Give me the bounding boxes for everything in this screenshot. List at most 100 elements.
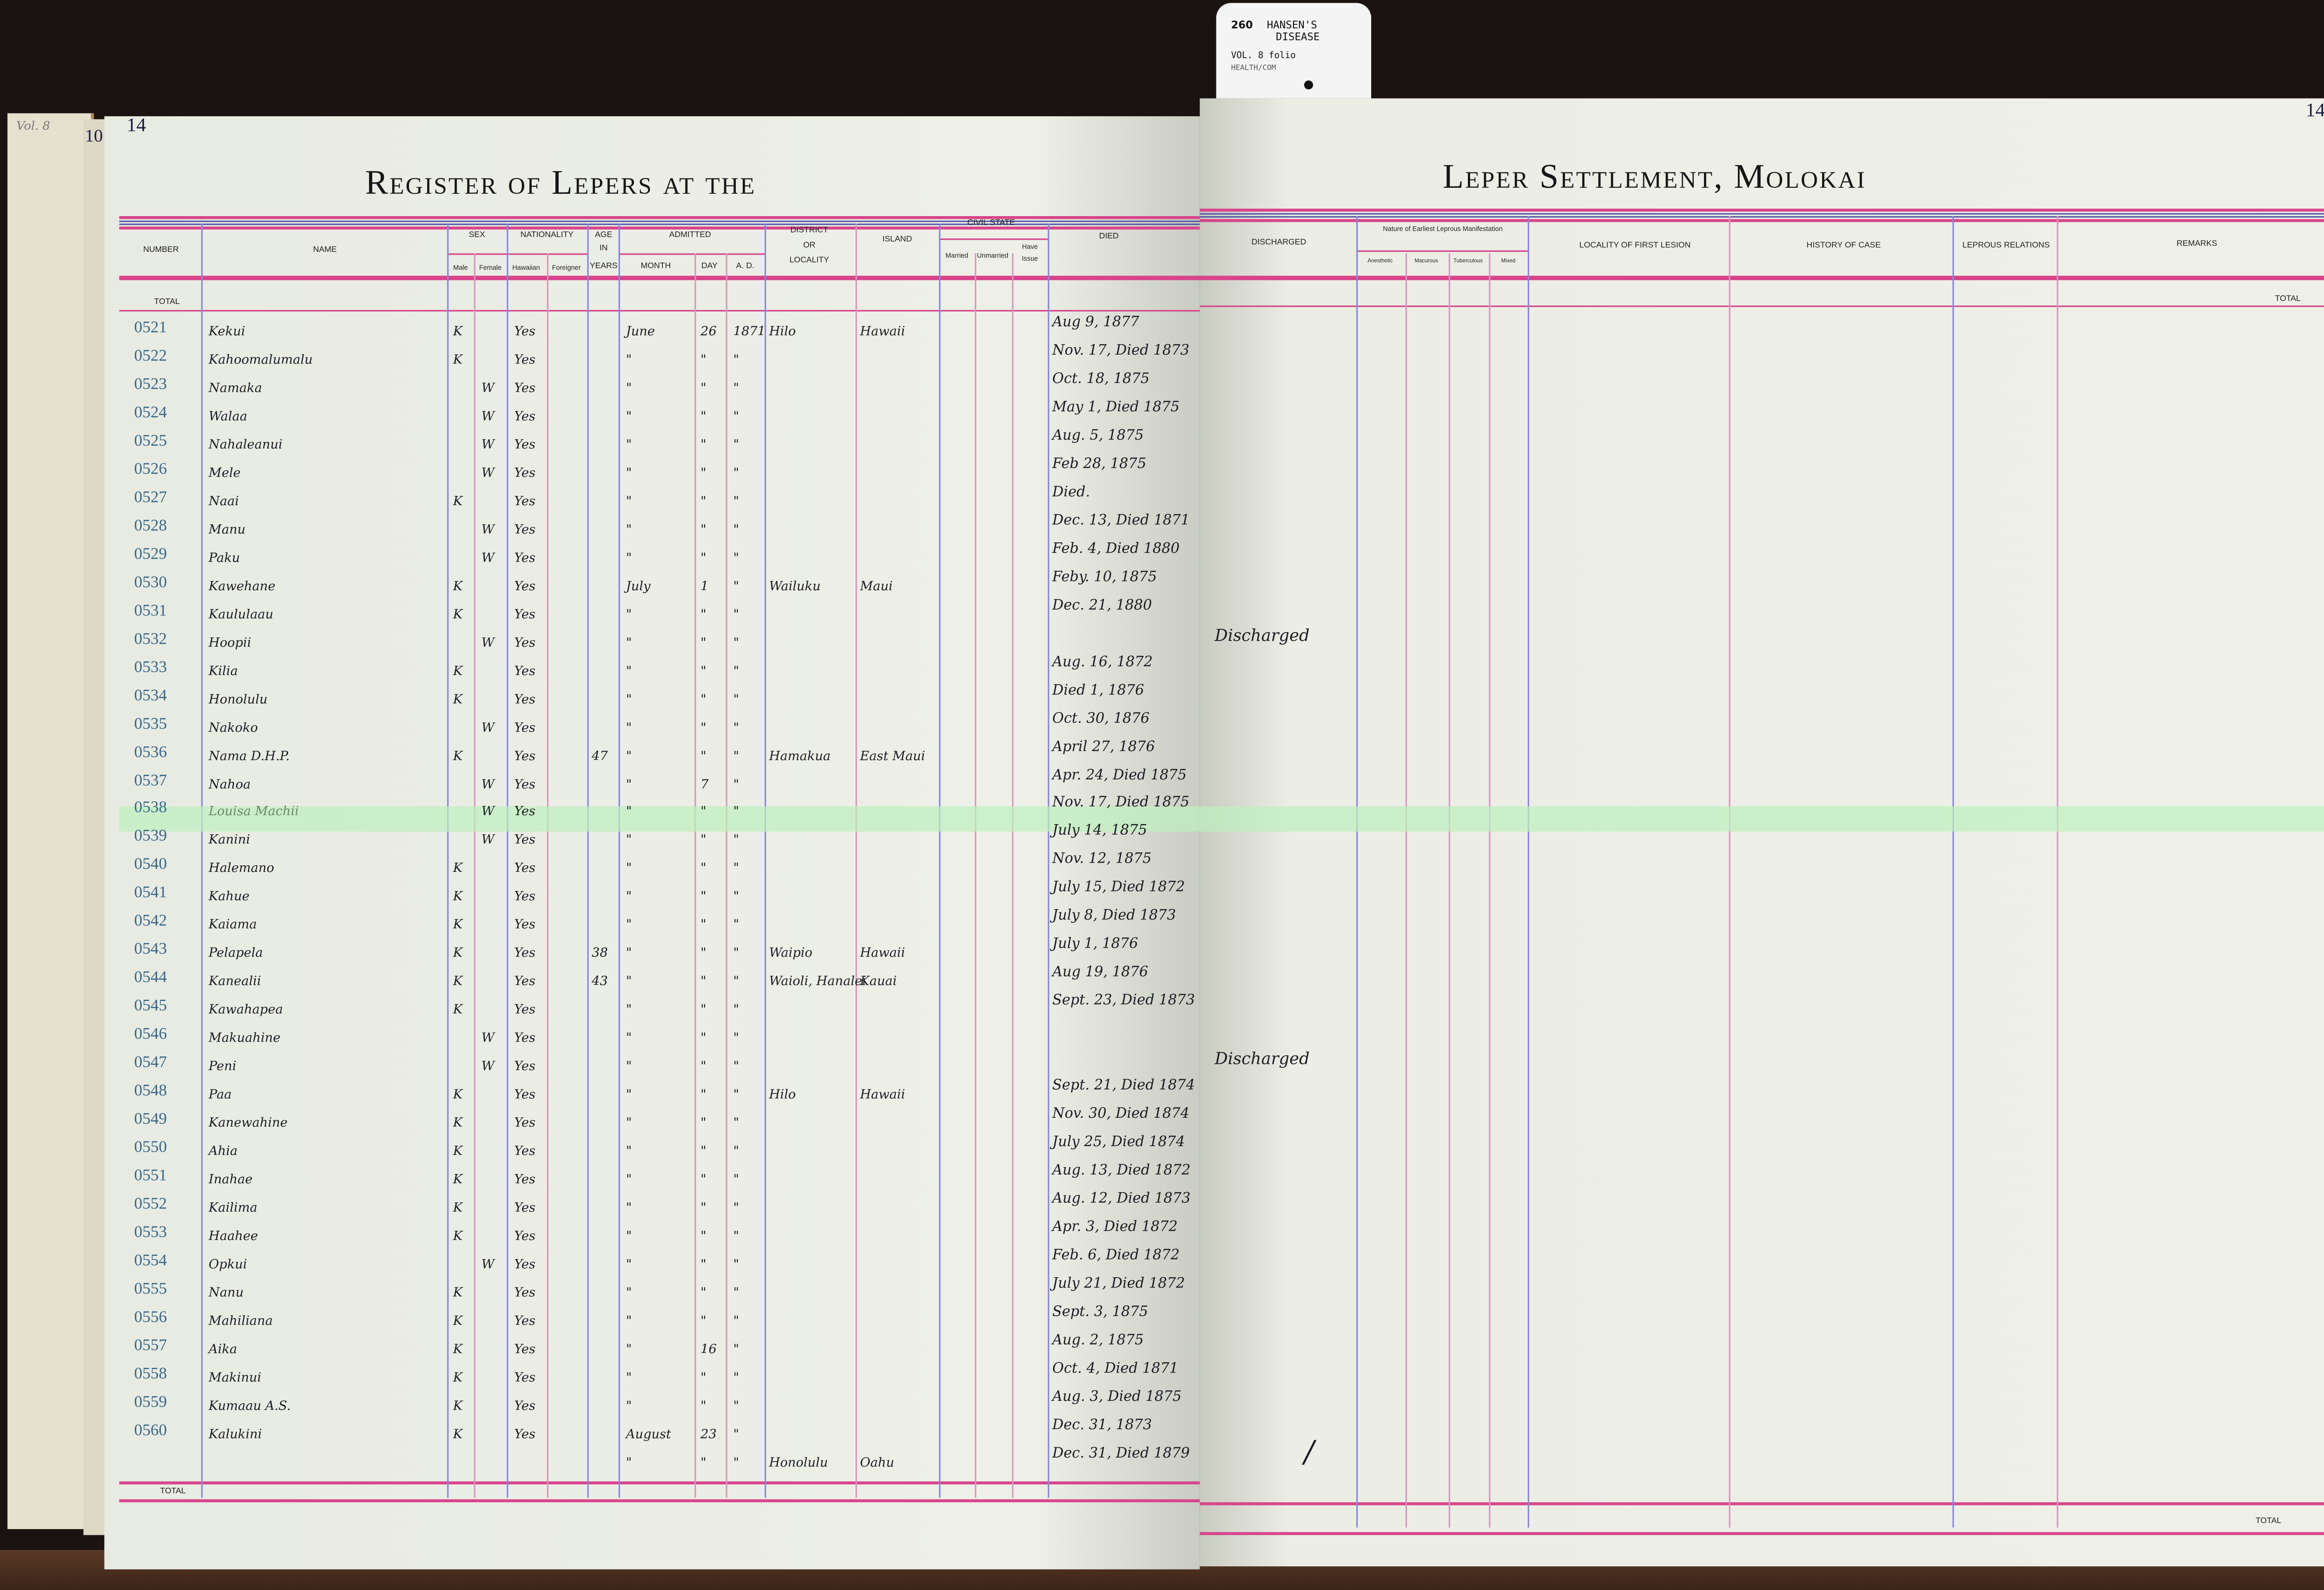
cell-admitted-day: " bbox=[700, 466, 706, 482]
cell-name: Kalukini bbox=[208, 1427, 262, 1443]
header-island: Island bbox=[882, 235, 912, 244]
cell-name: Naai bbox=[208, 494, 239, 510]
cell-island: Hawaii bbox=[860, 947, 905, 962]
cell-name: Paa bbox=[208, 1088, 232, 1103]
cell-sex-female: W bbox=[481, 833, 495, 849]
cell-admitted-day: " bbox=[700, 805, 706, 821]
cell-died: Aug. 3, Died 1875 bbox=[1052, 1389, 1182, 1405]
header-have: Have bbox=[1022, 243, 1038, 251]
tag-line1: HANSEN'S bbox=[1267, 19, 1317, 32]
cell-died: Nov. 17, Died 1873 bbox=[1052, 343, 1189, 359]
cell-admitted-day: " bbox=[700, 607, 706, 623]
tag-line2: DISEASE bbox=[1275, 31, 1320, 43]
cell-admitted-month: " bbox=[626, 1201, 632, 1216]
entry-number: 0545 bbox=[134, 997, 167, 1016]
tag-line3: VOL. 8 folio bbox=[1231, 51, 1296, 61]
column-rule bbox=[726, 253, 727, 1498]
column-rule bbox=[764, 223, 766, 1498]
horizontal-rule bbox=[119, 276, 1200, 280]
cell-died: Aug. 2, 1875 bbox=[1052, 1332, 1144, 1349]
entry-number: 0543 bbox=[134, 941, 167, 959]
cell-name: Pelapela bbox=[208, 947, 263, 962]
column-rule bbox=[1405, 253, 1407, 1528]
entry-number: 0521 bbox=[134, 319, 167, 337]
cell-admitted-year: " bbox=[733, 522, 739, 538]
cell-nationality-hawaiian: Yes bbox=[514, 381, 536, 396]
subheader-rule bbox=[939, 238, 1048, 240]
cell-admitted-month: July bbox=[626, 579, 651, 594]
left-total-bottom: TOTAL bbox=[160, 1487, 186, 1497]
horizontal-rule bbox=[119, 223, 1200, 225]
cell-nationality-hawaiian: Yes bbox=[514, 918, 536, 934]
cell-name: Kanini bbox=[208, 833, 251, 849]
table-row: 0528 Manu W Yes " " " Dec. 13, Died 1871 bbox=[0, 512, 2206, 545]
table-row: 0539 Kanini W Yes " " " July 14, 1875 bbox=[0, 823, 2206, 856]
cell-admitted-year: " bbox=[733, 1371, 739, 1386]
table-row: 0544 Kanealii K Yes 43 " " " Waioli, Hanalei Kaua… bbox=[0, 965, 2206, 997]
table-row: 0551 Inahae K Yes " " " Aug. 13, Died 1872 bbox=[0, 1162, 2206, 1195]
header-month: Month bbox=[640, 262, 671, 271]
table-row: 0542 Kaiama K Yes " " " July 8, Died 1873 bbox=[0, 908, 2206, 941]
entry-number: 0547 bbox=[134, 1054, 167, 1072]
cell-admitted-day: " bbox=[700, 890, 706, 905]
cell-age: 47 bbox=[592, 749, 608, 764]
cell-name: Walaa bbox=[208, 409, 248, 425]
cell-admitted-year: " bbox=[733, 692, 739, 707]
cell-admitted-year: " bbox=[733, 1116, 739, 1132]
cell-sex-male: K bbox=[453, 918, 463, 934]
cell-nationality-hawaiian: Yes bbox=[514, 607, 536, 623]
cell-admitted-month: " bbox=[626, 1088, 632, 1103]
cell-died: July 1, 1876 bbox=[1052, 936, 1138, 953]
cell-name: Makuahine bbox=[208, 1031, 281, 1047]
header-unmarried: Unmarried bbox=[977, 251, 1009, 259]
entry-number: 0527 bbox=[134, 488, 167, 507]
cell-discharged: Discharged bbox=[1215, 625, 1310, 645]
cell-district: Hilo bbox=[769, 325, 796, 340]
cell-admitted-month: " bbox=[626, 494, 632, 510]
cell-died: Dec. 21, 1880 bbox=[1052, 597, 1152, 614]
horizontal-rule bbox=[1200, 1502, 2324, 1505]
cell-admitted-month: " bbox=[626, 1371, 632, 1386]
cell-admitted-year: " bbox=[733, 1003, 739, 1018]
entry-number: 0535 bbox=[134, 714, 167, 733]
cell-admitted-month: " bbox=[626, 692, 632, 707]
subheader-rule bbox=[618, 253, 765, 255]
entry-number: 0541 bbox=[134, 884, 167, 903]
cell-nationality-hawaiian: Yes bbox=[514, 409, 536, 425]
cell-nationality-hawaiian: Yes bbox=[514, 1286, 536, 1301]
table-row: 0533 Kilia K Yes " " " Aug. 16, 1872 bbox=[0, 653, 2206, 686]
left-page-number: 14 bbox=[126, 113, 146, 136]
header-remarks: Remarks bbox=[2176, 240, 2218, 249]
table-row: 0537 Nahoa W Yes " 7 " Apr. 24, Died 1875 bbox=[0, 767, 2206, 799]
table-row: 0531 Kaululaau K Yes " " " Dec. 21, 1880 bbox=[0, 597, 2206, 630]
cell-died: Apr. 3, Died 1872 bbox=[1052, 1219, 1178, 1236]
cell-admitted-year: " bbox=[733, 862, 739, 877]
cell-admitted-year: " bbox=[733, 438, 739, 453]
cell-name: Mahiliana bbox=[208, 1314, 273, 1330]
cell-died: Sept. 23, Died 1873 bbox=[1052, 993, 1195, 1009]
cell-sex-female: W bbox=[481, 1060, 495, 1075]
cell-name: Nahoa bbox=[208, 777, 251, 792]
cell-admitted-year: " bbox=[733, 1229, 739, 1245]
punch-hole bbox=[1304, 80, 1314, 90]
column-rule bbox=[587, 223, 589, 1498]
header-nationality: Nationality bbox=[520, 231, 574, 240]
cell-admitted-day: " bbox=[700, 749, 706, 764]
cell-admitted-month: " bbox=[626, 833, 632, 849]
cell-nationality-hawaiian: Yes bbox=[514, 1229, 536, 1245]
table-row: 0534 Honolulu K Yes " " " Died 1, 1876 bbox=[0, 682, 2206, 715]
entry-number: 0534 bbox=[134, 686, 167, 705]
header-locality: Locality bbox=[789, 256, 829, 265]
cell-died: Nov. 12, 1875 bbox=[1052, 851, 1152, 868]
cell-admitted-day: 16 bbox=[700, 1342, 717, 1358]
cell-admitted-month: " bbox=[626, 975, 632, 990]
cell-nationality-hawaiian: Yes bbox=[514, 494, 536, 510]
header-foreigner: Foreigner bbox=[552, 264, 581, 271]
subheader-rule bbox=[447, 253, 588, 255]
cell-sex-male: K bbox=[453, 1286, 463, 1301]
cell-island: Maui bbox=[860, 579, 893, 594]
cell-sex-female: W bbox=[481, 1031, 495, 1047]
column-rule bbox=[855, 223, 857, 1498]
left-total-top: TOTAL bbox=[154, 298, 180, 307]
cell-died: Oct. 18, 1875 bbox=[1052, 371, 1150, 388]
